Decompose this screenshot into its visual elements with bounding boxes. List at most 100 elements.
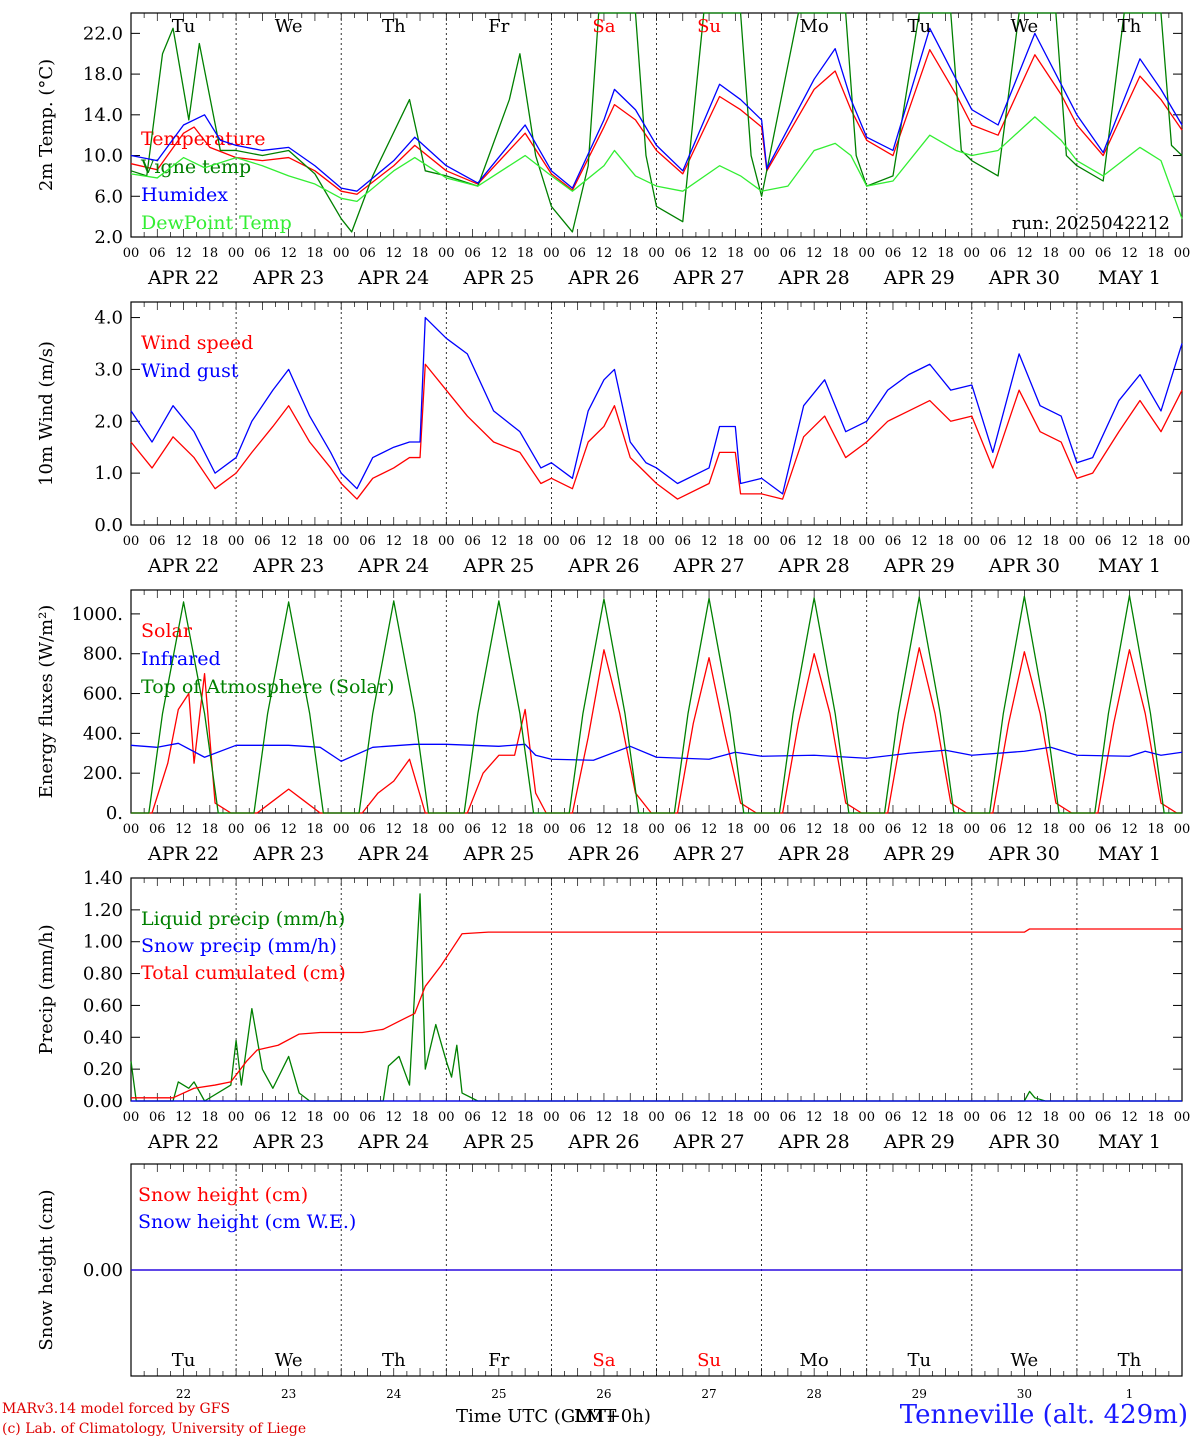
hour-label: 12 — [1016, 246, 1033, 261]
hour-label: 12 — [911, 246, 928, 261]
hour-label: 06 — [569, 822, 586, 837]
series-line — [130, 12, 1183, 233]
hour-label: 18 — [412, 534, 429, 549]
hour-label: 18 — [202, 1110, 219, 1125]
y-tick-label: 4.0 — [94, 308, 123, 329]
hour-label: 18 — [622, 822, 639, 837]
date-label: APR 22 — [147, 555, 219, 577]
hour-label: 12 — [280, 1110, 297, 1125]
day-number: 28 — [807, 1387, 822, 1401]
date-label: APR 23 — [252, 843, 324, 865]
hour-label: 18 — [517, 534, 534, 549]
date-label: APR 30 — [988, 1131, 1060, 1153]
legend-entry: Snow height (cm W.E.) — [138, 1211, 356, 1233]
date-label: APR 28 — [778, 267, 850, 289]
date-label: APR 25 — [462, 555, 534, 577]
hour-label: 06 — [675, 246, 692, 261]
hour-label: 06 — [1095, 246, 1112, 261]
day-name: Sa — [592, 16, 615, 37]
hour-label: 00 — [1069, 534, 1086, 549]
y-axis-label: Precip (mm/h) — [36, 924, 57, 1054]
date-label: APR 24 — [357, 267, 429, 289]
hour-label: 12 — [911, 822, 928, 837]
hour-label: 06 — [149, 534, 166, 549]
hour-label: 18 — [937, 246, 954, 261]
hour-label: 12 — [385, 246, 402, 261]
date-label: MAY 1 — [1098, 843, 1161, 865]
day-name: Tu — [172, 1350, 196, 1371]
date-label: APR 28 — [778, 555, 850, 577]
hour-label: 18 — [832, 246, 849, 261]
hour-label: 06 — [990, 534, 1007, 549]
hour-label: 00 — [858, 534, 875, 549]
series-line — [130, 316, 1183, 495]
hour-label: 18 — [307, 534, 324, 549]
date-label: APR 28 — [778, 1131, 850, 1153]
hour-label: 12 — [596, 1110, 613, 1125]
hour-label: 18 — [307, 822, 324, 837]
hour-label: 00 — [438, 246, 455, 261]
day-name: Tu — [907, 1350, 931, 1371]
y-tick-label: 0.00 — [83, 1260, 123, 1281]
x-axis-label-lmt: LMT — [574, 1406, 617, 1427]
hour-label: 00 — [543, 246, 560, 261]
hour-label: 06 — [675, 534, 692, 549]
hour-label: 06 — [569, 246, 586, 261]
hour-label: 18 — [202, 246, 219, 261]
hour-label: 06 — [1095, 1110, 1112, 1125]
hour-label: 12 — [280, 246, 297, 261]
day-number: 22 — [176, 1387, 191, 1401]
site-name: Tenneville (alt. 429m) — [899, 1400, 1188, 1430]
hour-label: 18 — [202, 534, 219, 549]
hour-label: 00 — [858, 822, 875, 837]
day-number: 25 — [491, 1387, 506, 1401]
series-line — [131, 928, 1182, 1099]
hour-label: 06 — [149, 1110, 166, 1125]
y-tick-label: 200. — [83, 763, 123, 784]
day-name: Mo — [800, 16, 829, 37]
hour-label: 00 — [648, 1110, 665, 1125]
date-label: APR 22 — [147, 1131, 219, 1153]
hour-label: 18 — [1042, 246, 1059, 261]
hour-label: 00 — [753, 1110, 770, 1125]
hour-label: 00 — [1069, 246, 1086, 261]
hour-label: 00 — [1069, 1110, 1086, 1125]
hour-label: 06 — [149, 246, 166, 261]
date-label: APR 23 — [252, 267, 324, 289]
day-number: 30 — [1017, 1387, 1032, 1401]
hour-label: 06 — [885, 534, 902, 549]
hour-label: 06 — [149, 822, 166, 837]
hour-label: 00 — [333, 246, 350, 261]
hour-label: 18 — [727, 822, 744, 837]
y-tick-label: 1.20 — [83, 900, 123, 921]
hour-label: 18 — [937, 1110, 954, 1125]
y-tick-label: 2.0 — [94, 411, 123, 432]
hour-label: 00 — [648, 822, 665, 837]
y-tick-label: 0.60 — [83, 995, 123, 1016]
series-line — [130, 49, 1183, 195]
hour-label: 18 — [202, 822, 219, 837]
hour-label: 12 — [701, 246, 718, 261]
hour-label: 12 — [701, 534, 718, 549]
hour-label: 18 — [622, 1110, 639, 1125]
day-name: Su — [697, 1350, 721, 1371]
legend-entry: Snow precip (mm/h) — [141, 935, 337, 957]
y-tick-label: 14.0 — [83, 105, 123, 126]
y-tick-label: 1.00 — [83, 932, 123, 953]
date-label: APR 29 — [883, 843, 955, 865]
lab-credit: (c) Lab. of Climatology, University of L… — [2, 1421, 307, 1437]
day-name: Tu — [907, 16, 931, 37]
hour-label: 12 — [175, 822, 192, 837]
hour-label: 06 — [990, 246, 1007, 261]
hour-label: 18 — [622, 246, 639, 261]
hour-label: 06 — [780, 1110, 797, 1125]
hour-label: 06 — [990, 822, 1007, 837]
hour-label: 06 — [1095, 822, 1112, 837]
y-axis-label: Energy fluxes (W/m²) — [36, 605, 57, 799]
day-name: Sa — [592, 1350, 615, 1371]
hour-label: 00 — [123, 822, 140, 837]
hour-label: 12 — [1121, 1110, 1138, 1125]
hour-label: 12 — [911, 534, 928, 549]
hour-label: 00 — [964, 534, 981, 549]
